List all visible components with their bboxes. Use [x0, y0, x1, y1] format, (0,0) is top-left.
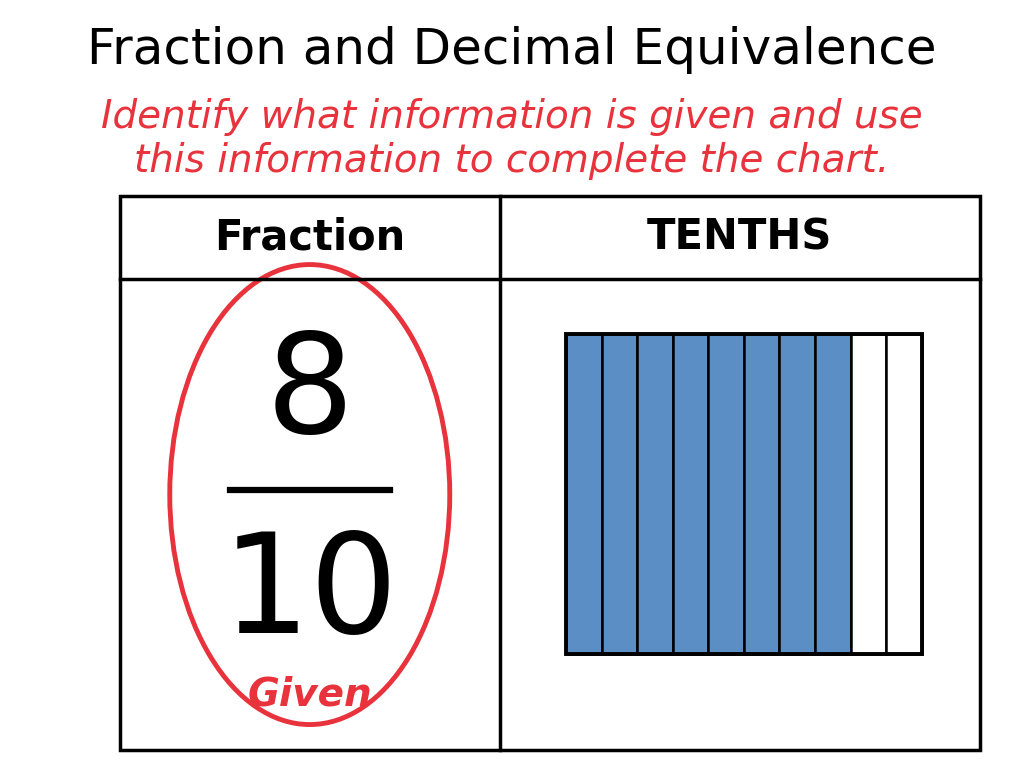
Bar [743, 334, 779, 654]
Text: Fraction: Fraction [214, 217, 406, 258]
Bar [120, 196, 980, 750]
Text: TENTHS: TENTHS [647, 217, 833, 258]
Text: this information to complete the chart.: this information to complete the chart. [134, 142, 890, 180]
Text: 8: 8 [265, 327, 354, 462]
Bar [602, 334, 637, 654]
Text: Fraction and Decimal Equivalence: Fraction and Decimal Equivalence [87, 26, 937, 74]
Text: Identify what information is given and use: Identify what information is given and u… [101, 98, 923, 136]
Bar [637, 334, 673, 654]
Bar [566, 334, 922, 654]
Bar [709, 334, 743, 654]
Bar [886, 334, 922, 654]
Bar [779, 334, 815, 654]
Bar [566, 334, 602, 654]
Bar [851, 334, 886, 654]
Text: 10: 10 [221, 527, 398, 662]
Text: Given: Given [248, 676, 372, 713]
Bar [815, 334, 851, 654]
Bar [673, 334, 709, 654]
